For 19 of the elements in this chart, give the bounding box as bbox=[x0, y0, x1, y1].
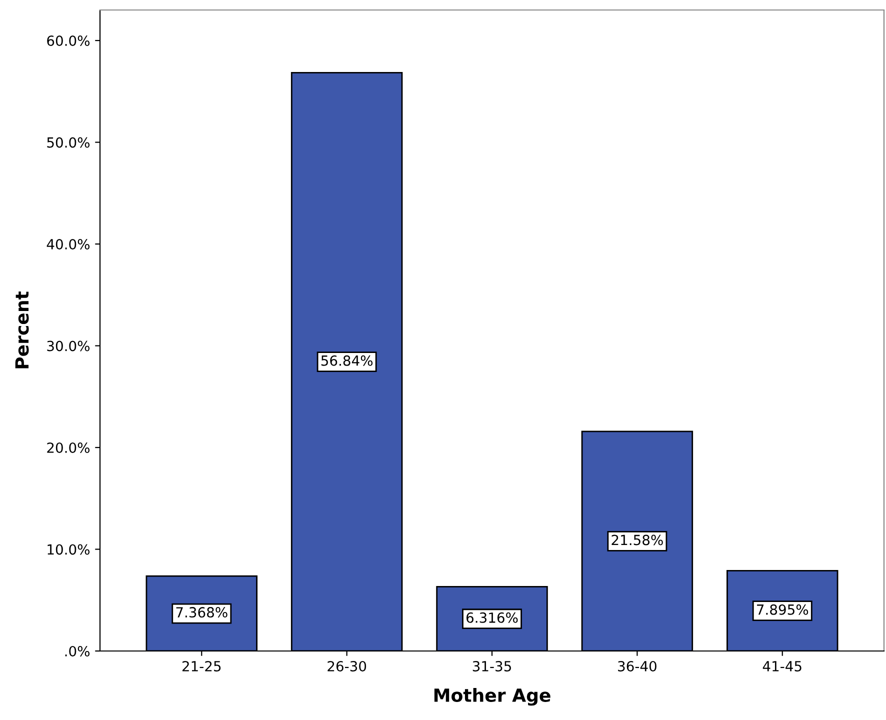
y-tick-label: 30.0% bbox=[47, 340, 90, 352]
y-tick-label: .0% bbox=[65, 646, 90, 656]
y-tick-label: 20.0% bbox=[47, 442, 90, 453]
data-label: 56.84% bbox=[321, 355, 373, 366]
x-tick-label: 21-25 bbox=[182, 660, 221, 672]
data-label: 7.895% bbox=[757, 604, 808, 615]
y-tick-label: 60.0% bbox=[47, 35, 90, 46]
y-tick-label: 40.0% bbox=[46, 238, 90, 250]
x-tick-label: 26-30 bbox=[328, 660, 366, 672]
x-tick-label: 36-40 bbox=[618, 660, 656, 672]
data-label: 21.58% bbox=[612, 534, 663, 546]
x-axis-title: Mother Age bbox=[434, 688, 550, 706]
data-label: 7.368% bbox=[176, 607, 228, 618]
y-tick-label: 50.0% bbox=[47, 137, 90, 148]
x-tick-label: 41-45 bbox=[762, 661, 802, 672]
y-axis-title: Percent bbox=[15, 292, 29, 368]
data-label: 6.316% bbox=[466, 612, 518, 623]
x-tick-label: 31-35 bbox=[472, 660, 511, 672]
y-tick-label: 10.0% bbox=[48, 544, 90, 555]
